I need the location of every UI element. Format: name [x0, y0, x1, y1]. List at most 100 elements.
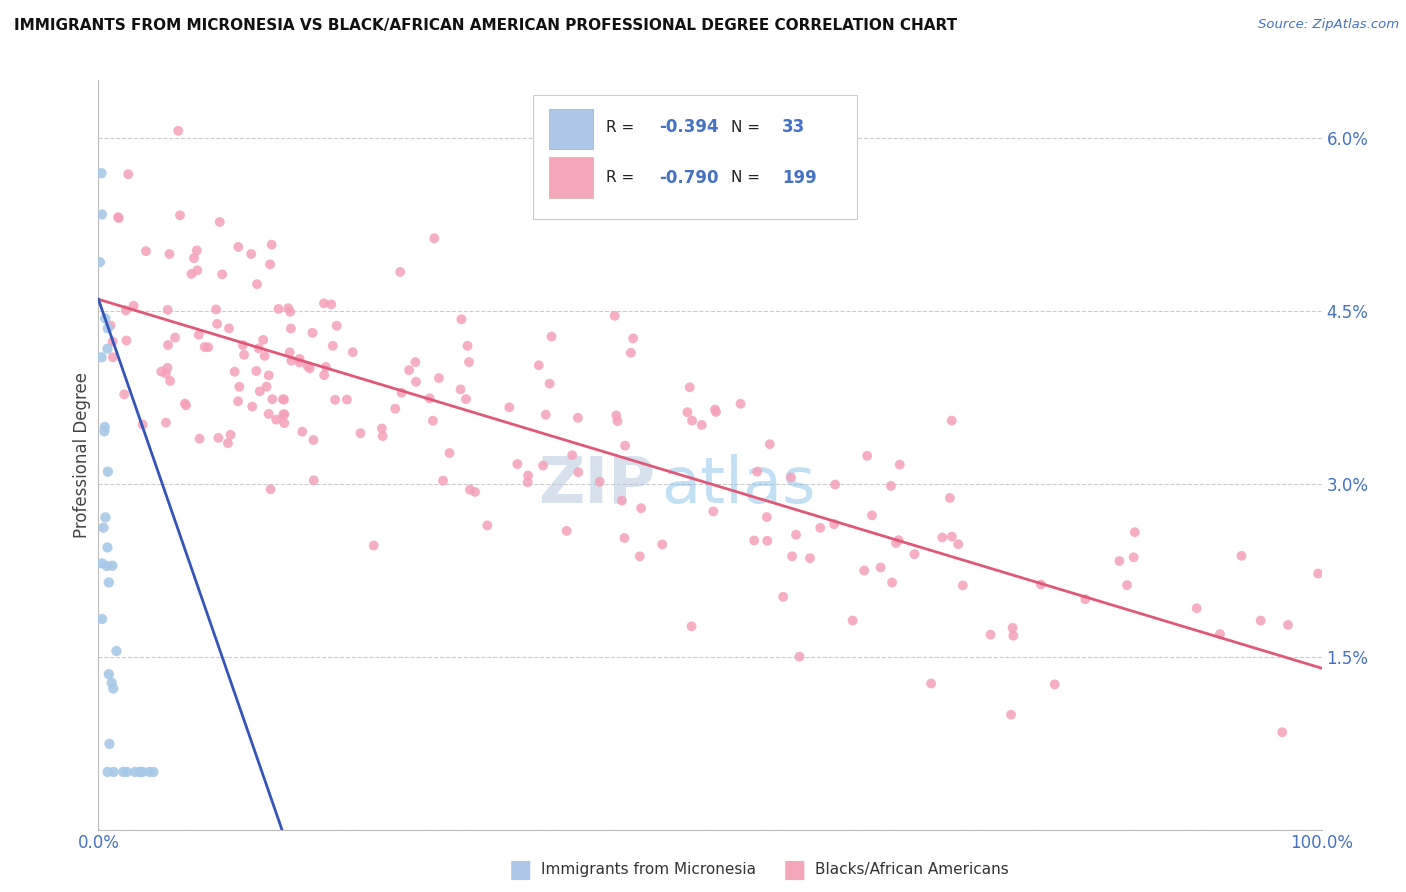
Point	[920, 676, 942, 690]
Point	[785, 527, 807, 541]
Point	[1123, 525, 1146, 540]
Point	[117, 167, 139, 181]
Point	[138, 764, 160, 779]
Point	[1230, 549, 1253, 563]
Point	[90, 207, 112, 221]
Point	[903, 547, 925, 561]
Point	[135, 244, 157, 258]
Point	[273, 407, 295, 421]
Point	[630, 501, 652, 516]
Point	[889, 458, 911, 472]
Text: Blacks/African Americans: Blacks/African Americans	[815, 863, 1010, 877]
Point	[755, 510, 778, 524]
Point	[211, 268, 233, 282]
Point	[824, 477, 846, 491]
Point	[278, 345, 301, 359]
Point	[233, 348, 256, 362]
Point	[681, 414, 703, 428]
Point	[97, 321, 120, 335]
Point	[257, 368, 280, 383]
Text: 199: 199	[782, 169, 817, 186]
Point	[450, 312, 472, 326]
Point	[302, 473, 325, 487]
Point	[841, 614, 863, 628]
Point	[297, 359, 319, 374]
Point	[780, 470, 803, 484]
Point	[101, 350, 124, 364]
Point	[439, 446, 461, 460]
Point	[1122, 550, 1144, 565]
Point	[219, 427, 242, 442]
Point	[517, 468, 540, 483]
Point	[321, 297, 343, 311]
Point	[423, 231, 446, 245]
Point	[702, 504, 724, 518]
Point	[704, 405, 727, 419]
Point	[288, 355, 311, 369]
Point	[159, 374, 181, 388]
Point	[756, 533, 779, 548]
Point	[167, 124, 190, 138]
Point	[89, 255, 111, 269]
Point	[94, 420, 117, 434]
Point	[155, 367, 177, 381]
Point	[183, 251, 205, 265]
Point	[561, 448, 583, 462]
Point	[207, 431, 229, 445]
Point	[259, 257, 281, 271]
Point	[880, 575, 903, 590]
Point	[302, 433, 325, 447]
Point	[96, 541, 118, 555]
Point	[516, 475, 538, 490]
Point	[156, 360, 179, 375]
Point	[450, 383, 472, 397]
Point	[1002, 629, 1025, 643]
Point	[273, 416, 295, 430]
Point	[690, 417, 713, 432]
Point	[98, 737, 121, 751]
Point	[651, 537, 673, 551]
Point	[142, 764, 165, 779]
Point	[527, 358, 550, 372]
Point	[325, 318, 347, 333]
Point	[931, 531, 953, 545]
Point	[278, 305, 301, 319]
Point	[101, 334, 124, 349]
Point	[253, 349, 276, 363]
Point	[567, 410, 589, 425]
Point	[1043, 677, 1066, 691]
Point	[853, 564, 876, 578]
Text: R =: R =	[606, 170, 640, 186]
Point	[122, 299, 145, 313]
Point	[349, 426, 371, 441]
Point	[457, 339, 479, 353]
Point	[540, 329, 562, 343]
FancyBboxPatch shape	[533, 95, 856, 219]
Point	[742, 533, 765, 548]
Point	[208, 215, 231, 229]
Text: Source: ZipAtlas.com: Source: ZipAtlas.com	[1258, 18, 1399, 31]
Point	[197, 340, 219, 354]
Point	[97, 667, 120, 681]
Point	[405, 375, 427, 389]
Point	[605, 409, 627, 423]
Point	[1185, 601, 1208, 615]
Point	[260, 237, 283, 252]
Text: atlas: atlas	[661, 454, 815, 516]
Text: ■: ■	[509, 858, 531, 881]
Point	[131, 764, 153, 779]
Point	[115, 764, 138, 779]
Point	[1250, 614, 1272, 628]
Point	[1209, 627, 1232, 641]
Point	[315, 359, 337, 374]
Point	[404, 355, 426, 369]
Point	[312, 296, 335, 310]
Point	[555, 524, 578, 538]
Point	[96, 342, 118, 356]
Point	[703, 402, 725, 417]
Point	[427, 371, 450, 385]
Point	[91, 557, 114, 571]
Point	[93, 425, 115, 439]
Point	[90, 351, 112, 365]
Point	[291, 425, 314, 439]
